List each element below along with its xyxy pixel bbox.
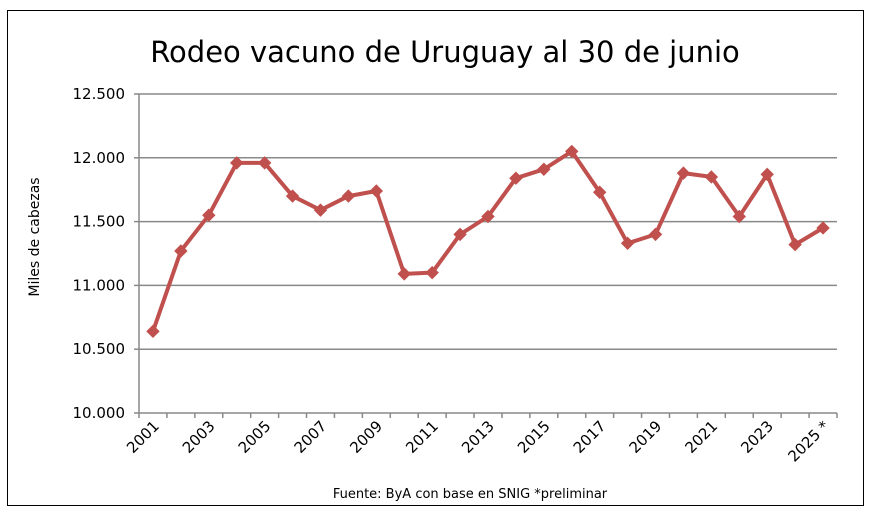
- data-point-marker: [565, 144, 579, 159]
- data-point-marker: [146, 324, 160, 339]
- chart-frame: [7, 10, 864, 506]
- x-tick-label: 2011: [402, 417, 442, 457]
- x-tick-label: 2021: [681, 417, 721, 457]
- data-point-marker: [369, 184, 384, 198]
- data-point-marker: [648, 227, 663, 242]
- x-tick-label: 2005: [235, 417, 275, 457]
- y-tick-label: 11.000: [73, 276, 126, 294]
- data-point-marker: [620, 236, 635, 250]
- data-point-marker: [788, 237, 802, 252]
- series-line: [146, 144, 830, 339]
- data-point-marker: [202, 208, 216, 222]
- axes: [134, 93, 838, 418]
- data-point-marker: [537, 162, 551, 176]
- y-axis-label: Miles de cabezas: [27, 177, 43, 296]
- x-tick-label: 2025 *: [784, 417, 833, 466]
- gridlines: [139, 93, 837, 350]
- data-point-marker: [397, 267, 411, 281]
- data-point-marker: [592, 185, 607, 199]
- data-point-marker: [816, 221, 830, 235]
- series-polyline: [151, 149, 825, 332]
- y-tick-labels: 10.000 10.500 11.000 11.500 12.000 12.500: [73, 85, 126, 422]
- y-tick-label: 10.500: [73, 340, 126, 358]
- data-point-marker: [230, 156, 244, 170]
- x-tick-label: 2013: [458, 417, 498, 457]
- chart-title: Rodeo vacuno de Uruguay al 30 de junio: [150, 35, 740, 69]
- data-point-marker: [676, 166, 691, 180]
- x-tick-label: 2023: [737, 417, 777, 457]
- data-point-marker: [285, 189, 300, 203]
- data-point-marker: [174, 244, 188, 258]
- data-point-marker: [453, 227, 467, 242]
- data-point-marker: [425, 265, 439, 280]
- data-point-marker: [481, 209, 495, 224]
- y-tick-label: 10.000: [73, 404, 126, 422]
- data-point-marker: [704, 170, 719, 184]
- data-point-marker: [760, 167, 774, 182]
- y-tick-label: 11.500: [73, 213, 126, 231]
- data-point-marker: [341, 189, 356, 203]
- x-tick-label: 2007: [291, 417, 331, 457]
- data-point-marker: [257, 156, 272, 170]
- y-tick-label: 12.000: [73, 149, 126, 167]
- y-tick-label: 12.500: [73, 85, 126, 103]
- data-point-marker: [313, 203, 328, 217]
- x-tick-label: 2017: [570, 417, 610, 457]
- data-point-marker: [732, 209, 746, 224]
- x-tick-label: 2003: [179, 417, 219, 457]
- source-note: Fuente: ByA con base en SNIG *preliminar: [333, 487, 608, 502]
- x-tick-label: 2015: [514, 417, 554, 457]
- x-tick-labels: 2001 2003 2005 2007 2009 2011 2013 2015 2017 2019…: [123, 417, 833, 466]
- data-point-marker: [509, 171, 523, 185]
- x-tick-label: 2001: [123, 417, 163, 457]
- x-tick-label: 2009: [346, 417, 386, 457]
- x-tick-label: 2019: [626, 417, 666, 457]
